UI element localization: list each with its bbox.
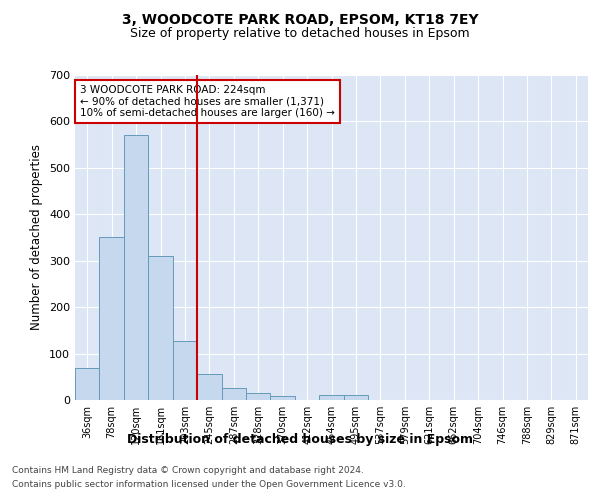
- Bar: [271, 396, 295, 400]
- Bar: [100, 238, 124, 400]
- Bar: [124, 136, 148, 400]
- Text: Contains HM Land Registry data © Crown copyright and database right 2024.: Contains HM Land Registry data © Crown c…: [12, 466, 364, 475]
- Bar: [221, 388, 246, 400]
- Bar: [75, 368, 100, 400]
- Bar: [173, 340, 197, 400]
- Text: Contains public sector information licensed under the Open Government Licence v3: Contains public sector information licen…: [12, 480, 406, 489]
- Text: Size of property relative to detached houses in Epsom: Size of property relative to detached ho…: [130, 28, 470, 40]
- Y-axis label: Number of detached properties: Number of detached properties: [31, 144, 43, 330]
- Text: Distribution of detached houses by size in Epsom: Distribution of detached houses by size …: [127, 432, 473, 446]
- Bar: [148, 256, 173, 400]
- Bar: [319, 396, 344, 400]
- Bar: [344, 396, 368, 400]
- Bar: [197, 374, 221, 400]
- Text: 3, WOODCOTE PARK ROAD, EPSOM, KT18 7EY: 3, WOODCOTE PARK ROAD, EPSOM, KT18 7EY: [122, 12, 478, 26]
- Bar: [246, 393, 271, 400]
- Text: 3 WOODCOTE PARK ROAD: 224sqm
← 90% of detached houses are smaller (1,371)
10% of: 3 WOODCOTE PARK ROAD: 224sqm ← 90% of de…: [80, 84, 335, 118]
